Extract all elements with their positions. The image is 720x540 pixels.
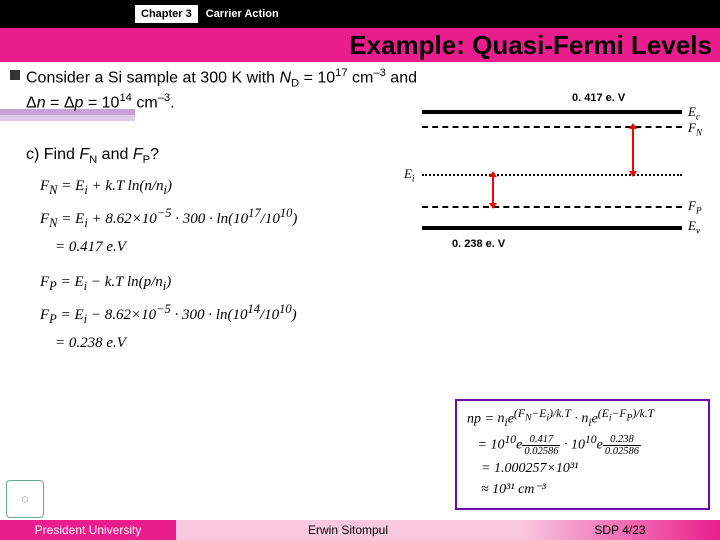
ev-label: Ev [688,218,700,236]
chapter-label: Chapter 3 [135,5,198,23]
ec-band [422,110,682,114]
footer-right: SDP 4/23 [520,520,720,540]
var: F [79,146,89,163]
university-logo-icon: ⬡ [6,480,44,518]
fn-level [422,126,682,128]
text: cm [348,69,374,86]
equation: = 0.238 e.V [40,335,710,352]
ev-band [422,226,682,230]
equation: FP = Ei − k.T ln(p/ni) [40,274,710,294]
bullet-icon [10,70,20,80]
equation: FP = Ei − 8.62×10−5 · 300 · ln(1014/1010… [40,302,710,327]
sup: –3 [158,92,170,104]
text: Δ [26,94,37,111]
sub: D [291,78,299,90]
arrow-bot [492,176,494,204]
band-diagram: 0. 417 e. V 0. 238 e. V Ec FN Ei FP Ev [402,98,712,248]
header-bar: Chapter 3 Carrier Action [0,0,720,28]
boxed-row: np = nie(FN−Ei)/k.T · nie(Ei−FP)/k.T [467,407,698,429]
text: = Δ [46,94,75,111]
text: and [97,146,133,163]
problem-text: Consider a Si sample at 300 K with ND = … [26,66,417,114]
text: and [386,69,417,86]
sup: –3 [373,67,385,79]
text: ? [150,146,159,163]
footer-mid: Erwin Sitompul [176,520,520,540]
sub: P [143,154,150,166]
ec-label: Ec [688,104,700,122]
boxed-row: ≈ 10³¹ cm⁻³ [467,481,698,498]
fn-label: FN [688,120,702,138]
ei-level [422,174,682,176]
value-top: 0. 417 e. V [572,92,625,104]
boxed-row: = 1.000257×10³¹ [467,461,698,477]
text: = 10 [299,69,335,86]
text: . [170,94,174,111]
var: F [133,146,143,163]
sup: 17 [335,67,347,79]
boxed-row: = 1010e0.4170.02586 · 1010e0.2380.02586 [467,433,698,457]
sup: 14 [119,92,131,104]
boxed-derivation: np = nie(FN−Ei)/k.T · nie(Ei−FP)/k.T = 1… [455,399,710,510]
var: n [37,94,46,111]
var: N [279,69,291,86]
arrow-top [632,128,634,172]
fp-level [422,206,682,208]
text: = 10 [83,94,119,111]
slide-title: Example: Quasi-Fermi Levels [349,30,712,61]
footer: President University Erwin Sitompul SDP … [0,520,720,540]
ei-label: Ei [404,166,414,184]
title-bar: Example: Quasi-Fermi Levels [0,28,720,62]
value-bot: 0. 238 e. V [452,238,505,250]
footer-left: President University [0,520,176,540]
text: Consider a Si sample at 300 K with [26,69,279,86]
fp-label: FP [688,198,702,216]
section-label: Carrier Action [206,8,279,20]
text: c) Find [26,146,79,163]
text: cm [132,94,158,111]
sub: N [89,154,97,166]
